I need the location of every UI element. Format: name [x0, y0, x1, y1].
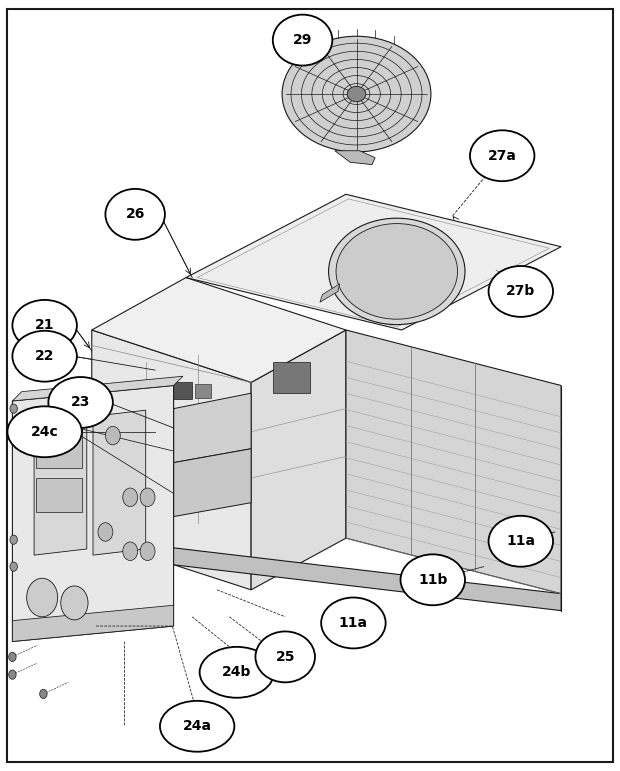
Text: 24c: 24c	[31, 425, 58, 439]
Text: 11a: 11a	[339, 616, 368, 630]
Circle shape	[61, 586, 88, 620]
Ellipse shape	[160, 701, 234, 752]
FancyBboxPatch shape	[36, 478, 82, 513]
Circle shape	[140, 542, 155, 561]
Text: 27a: 27a	[488, 149, 516, 163]
Circle shape	[40, 689, 47, 699]
Text: eReplacementParts.com: eReplacementParts.com	[238, 429, 382, 442]
Bar	[273, 362, 310, 393]
Polygon shape	[92, 538, 561, 611]
Ellipse shape	[282, 36, 431, 152]
Ellipse shape	[489, 266, 553, 317]
Polygon shape	[251, 330, 346, 590]
Circle shape	[105, 426, 120, 445]
Text: 24b: 24b	[222, 665, 252, 679]
Text: 21: 21	[35, 318, 55, 332]
Polygon shape	[335, 151, 375, 165]
Ellipse shape	[12, 331, 77, 382]
Circle shape	[123, 542, 138, 561]
Ellipse shape	[200, 647, 274, 698]
Circle shape	[10, 431, 17, 440]
Bar	[143, 382, 192, 399]
Ellipse shape	[12, 300, 77, 351]
Circle shape	[10, 535, 17, 544]
Circle shape	[140, 488, 155, 507]
Polygon shape	[174, 449, 251, 517]
Polygon shape	[346, 330, 561, 594]
Circle shape	[9, 652, 16, 662]
Ellipse shape	[255, 631, 315, 682]
Ellipse shape	[489, 516, 553, 567]
Ellipse shape	[336, 224, 458, 319]
Ellipse shape	[105, 189, 165, 240]
Text: 11b: 11b	[418, 573, 448, 587]
Circle shape	[98, 523, 113, 541]
Text: 23: 23	[71, 396, 91, 409]
Ellipse shape	[347, 86, 366, 102]
Text: 27b: 27b	[506, 284, 536, 298]
Ellipse shape	[470, 130, 534, 181]
Ellipse shape	[321, 598, 386, 648]
Ellipse shape	[7, 406, 82, 457]
Circle shape	[27, 578, 58, 617]
Polygon shape	[12, 605, 174, 641]
Circle shape	[9, 670, 16, 679]
Polygon shape	[12, 376, 183, 401]
FancyBboxPatch shape	[36, 429, 82, 468]
Text: 26: 26	[125, 207, 145, 221]
Polygon shape	[34, 410, 87, 555]
Polygon shape	[320, 284, 340, 302]
Text: 24a: 24a	[183, 719, 211, 733]
Ellipse shape	[401, 554, 465, 605]
Circle shape	[10, 404, 17, 413]
Polygon shape	[174, 393, 251, 463]
Polygon shape	[93, 410, 146, 555]
Ellipse shape	[48, 377, 113, 428]
Bar	[195, 384, 211, 398]
Text: 29: 29	[293, 33, 312, 47]
Polygon shape	[12, 386, 174, 641]
Polygon shape	[186, 194, 561, 330]
Text: 25: 25	[275, 650, 295, 664]
Ellipse shape	[273, 15, 332, 66]
Polygon shape	[92, 330, 251, 590]
Polygon shape	[92, 278, 346, 382]
Text: 22: 22	[35, 349, 55, 363]
Circle shape	[123, 488, 138, 507]
Ellipse shape	[329, 218, 465, 325]
Circle shape	[10, 562, 17, 571]
Text: 11a: 11a	[507, 534, 535, 548]
